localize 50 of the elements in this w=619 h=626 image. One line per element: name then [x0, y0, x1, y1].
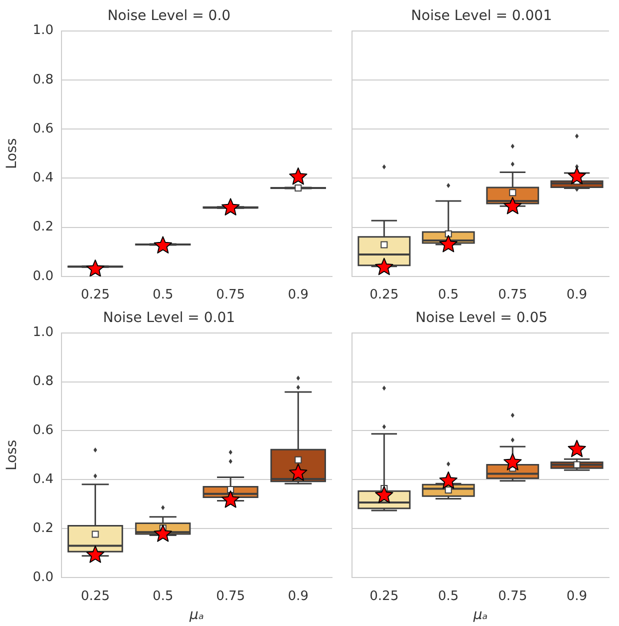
y-tick-label: 0.6 [32, 121, 54, 136]
point [504, 196, 522, 214]
y-tick-label: 0.8 [32, 72, 54, 88]
y-tick-label: 0.0 [32, 570, 54, 585]
x-tick-label: 0.9 [288, 588, 309, 604]
chart-title: Noise Level = 0.01 [102, 310, 236, 326]
y-tick-label: 0.2 [32, 220, 54, 235]
x-tick-label: 0.75 [216, 288, 246, 303]
x-tick-label: 0.9 [288, 288, 309, 303]
point [375, 258, 394, 276]
y-tick-label: 0.4 [32, 472, 54, 488]
x-tick-label: 0.25 [370, 288, 399, 303]
point [221, 490, 240, 508]
x-axis-title: μₐ [472, 607, 488, 624]
point [289, 167, 308, 185]
x-tick-label: 0.5 [438, 288, 459, 303]
point [568, 440, 586, 458]
x-tick-label: 0.5 [152, 288, 174, 303]
y-tick-label: 0.6 [32, 423, 54, 438]
chart-title: Noise Level = 0.001 [411, 8, 552, 24]
y-tick-label: 1.0 [32, 325, 54, 340]
y-tick-label: 0.0 [32, 268, 54, 284]
x-tick-label: 0.25 [80, 288, 110, 303]
y-tick-label: 1.0 [32, 23, 54, 38]
point [154, 524, 172, 542]
y-tick-label: 0.4 [32, 170, 54, 186]
x-tick-label: 0.75 [498, 288, 528, 303]
point [86, 260, 104, 276]
x-tick-label: 0.75 [498, 588, 528, 604]
x-axis-title: μₐ [188, 607, 204, 624]
point [221, 198, 240, 216]
chart-title: Noise Level = 0.05 [415, 310, 548, 326]
x-tick-label: 0.9 [566, 588, 588, 604]
y-tick-label: 0.8 [32, 374, 54, 390]
point [439, 471, 458, 489]
chart-title: Noise Level = 0.0 [107, 8, 231, 24]
point [439, 234, 458, 252]
x-tick-label: 0.75 [216, 588, 246, 604]
x-tick-label: 0.25 [80, 588, 110, 604]
y-axis-title: Loss [4, 138, 20, 169]
point [504, 453, 522, 470]
y-axis-title: Loss [4, 440, 20, 471]
point [568, 166, 586, 184]
x-tick-label: 0.9 [566, 288, 588, 303]
x-tick-label: 0.5 [152, 588, 174, 604]
point [86, 546, 104, 563]
y-tick-label: 0.2 [32, 521, 54, 536]
point [154, 236, 172, 254]
x-tick-label: 0.25 [370, 588, 399, 604]
x-tick-label: 0.5 [438, 588, 459, 604]
